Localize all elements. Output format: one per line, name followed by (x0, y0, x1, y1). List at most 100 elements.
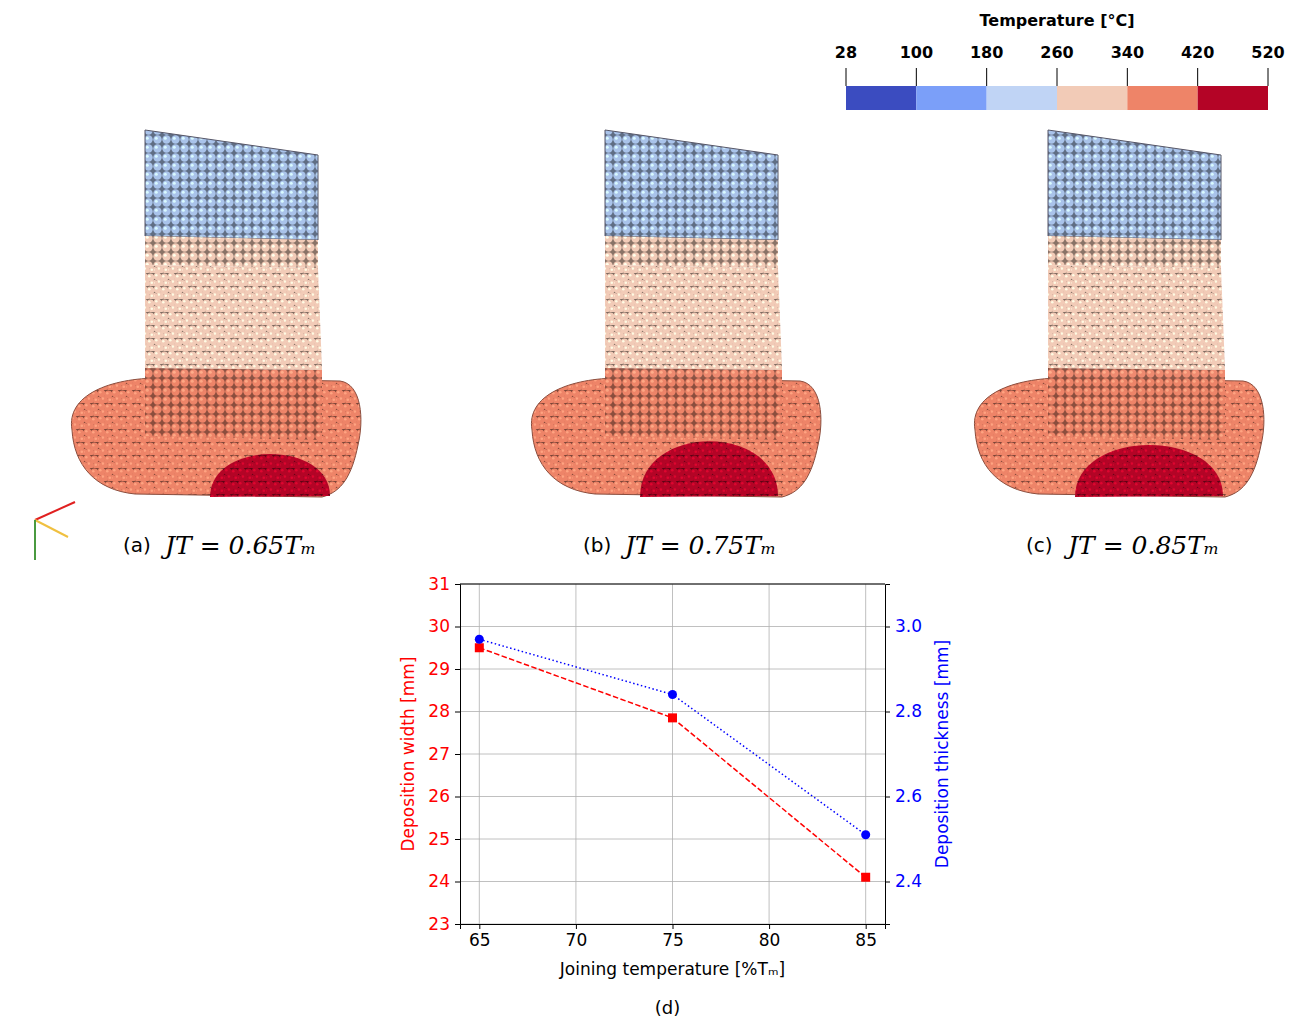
grid-line (460, 711, 885, 712)
particle-panel: (a) JT = 0.65Tₘ (71, 130, 360, 560)
figure: Temperature [°C]28100180260340420520(a)J… (0, 0, 1299, 1024)
tick-mark (479, 924, 480, 929)
tick: 70 (566, 924, 588, 950)
colorbar-tick (1127, 68, 1128, 86)
tick-mark (673, 924, 674, 929)
grid-line (460, 584, 885, 585)
tick-label: 30 (428, 616, 450, 636)
tick-mark (455, 669, 460, 670)
tick-label: 2.6 (895, 786, 922, 806)
plot-area (475, 635, 870, 882)
tick-mark (455, 627, 460, 628)
tick-label: 29 (428, 659, 450, 679)
x-axis: 65 70 75 80 85 (461, 924, 886, 950)
hot-zone (640, 441, 778, 497)
tick-mark (455, 797, 460, 798)
colorbar-band (987, 86, 1057, 110)
tick-label: 25 (428, 829, 450, 849)
tick-label: 2.4 (895, 871, 922, 891)
tick-label: 27 (428, 744, 450, 764)
colorbar-tick-label: 260 (1040, 43, 1073, 62)
marker (475, 635, 484, 644)
x-axis-title: Joining temperature [%Tₘ] (559, 959, 785, 979)
grid-line (460, 754, 885, 755)
tick: 2.4 (885, 871, 922, 891)
tick: 24 (428, 871, 460, 891)
particle-panel: (b) JT = 0.75Tₘ (531, 130, 820, 560)
tick: 28 (428, 701, 460, 721)
panel-letter: (b) (583, 533, 611, 557)
tick-label: 24 (428, 871, 450, 891)
panel-caption: JT = 0.65Tₘ (160, 531, 316, 560)
colorbar-tick-label: 28 (835, 43, 857, 62)
tick: 2.8 (885, 701, 922, 721)
tick: 75 (662, 924, 684, 950)
colorbar-tick-label: 340 (1111, 43, 1144, 62)
colorbar-title: Temperature [°C] (979, 11, 1134, 30)
tick-mark (455, 754, 460, 755)
axis-line (886, 585, 891, 925)
tool-bottom (1048, 368, 1225, 440)
panel-caption: JT = 0.85Tₘ (1063, 531, 1219, 560)
grid (460, 584, 885, 924)
tick-label: 23 (428, 914, 450, 934)
tick-mark (455, 839, 460, 840)
grid-line (460, 839, 885, 840)
tick-label: 85 (855, 930, 877, 950)
tick-label: 75 (662, 930, 684, 950)
tool-bottom (605, 368, 782, 440)
grid-line (460, 669, 885, 670)
y-axis: 23 24 25 26 27 28 29 30 31 (428, 574, 460, 934)
tick-mark (885, 882, 890, 883)
axis-line (461, 925, 886, 930)
colorbar-tick-label: 520 (1251, 43, 1284, 62)
colorbar-tick (916, 68, 917, 86)
tool-band (605, 236, 778, 268)
tick-mark (455, 584, 460, 585)
frame-top (460, 584, 885, 585)
tick: 3.0 (885, 616, 922, 636)
axis-line (455, 585, 461, 925)
tick: 2.6 (885, 786, 922, 806)
marker (668, 690, 677, 699)
tick-mark (769, 924, 770, 929)
colorbar-tick (1057, 68, 1058, 86)
colorbar-tick-label: 100 (900, 43, 933, 62)
colorbar-tick-label: 420 (1181, 43, 1214, 62)
tool-top (605, 130, 778, 240)
marker (475, 643, 484, 652)
particle-panel: (c)JT = 0.85Tₘ (974, 130, 1263, 560)
tick: 80 (759, 924, 781, 950)
tick: 85 (855, 924, 877, 950)
panel-caption: JT = 0.75Tₘ (620, 531, 776, 560)
tool-band (1048, 236, 1221, 268)
tick-label: 31 (428, 574, 450, 594)
grid-line (460, 881, 885, 882)
colorbar-tick (1197, 68, 1198, 86)
colorbar: Temperature [°C]28100180260340420520 (835, 11, 1285, 110)
tick-mark (885, 627, 890, 628)
tool-band (145, 236, 318, 268)
tick: 27 (428, 744, 460, 764)
tick-label: 70 (566, 930, 588, 950)
tick-label: 26 (428, 786, 450, 806)
grid-line (460, 626, 885, 627)
tick-label: 3.0 (895, 616, 922, 636)
marker (861, 830, 870, 839)
colorbar-tick (986, 68, 987, 86)
tick: 23 (428, 914, 460, 934)
tick-label: 65 (469, 930, 491, 950)
colorbar-band (916, 86, 986, 110)
colorbar-tick (846, 68, 847, 86)
panel-letter: (a) (123, 533, 151, 557)
tick: 25 (428, 829, 460, 849)
series-line (479, 639, 865, 835)
tick: 30 (428, 616, 460, 636)
tick-label: 80 (759, 930, 781, 950)
tick-label: 2.8 (895, 701, 922, 721)
y2-axis: 2.4 2.6 2.8 3.0 (885, 585, 922, 925)
axes-triad (35, 502, 75, 560)
tick-mark (866, 924, 867, 929)
tick-label: 28 (428, 701, 450, 721)
tool-top (145, 130, 318, 240)
